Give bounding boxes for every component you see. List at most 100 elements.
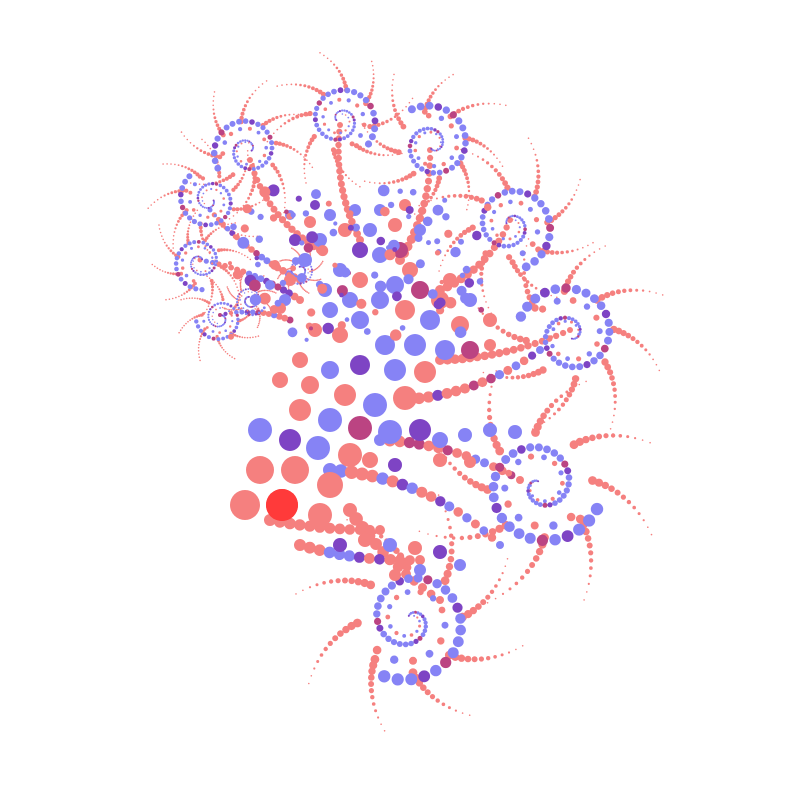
spiral-dot	[219, 218, 224, 223]
body-dot	[289, 399, 311, 421]
spiral-dot	[533, 217, 540, 223]
tentacle-dot	[477, 155, 479, 158]
arm-dot	[354, 524, 366, 535]
body-dot	[476, 278, 484, 285]
spiral-dot	[583, 514, 596, 527]
tentacle-dot	[258, 321, 261, 323]
tentacle-dot	[371, 64, 374, 67]
tentacle-dot	[201, 237, 205, 241]
spiral-dot	[513, 528, 525, 539]
tentacle-dot	[374, 709, 378, 713]
arm-dot	[337, 174, 344, 182]
spiral-dot	[479, 220, 486, 227]
spiral-dot	[190, 261, 193, 264]
spiral-dot	[593, 314, 600, 321]
spiral-dot	[492, 209, 497, 215]
spiral-dot	[257, 311, 261, 315]
tentacle-dot	[559, 394, 564, 399]
spiral-dot	[192, 182, 197, 187]
spiral-dot	[454, 134, 459, 140]
arm-dot	[335, 161, 343, 168]
spiral-dot	[498, 203, 503, 208]
spiral-dot	[517, 222, 520, 224]
body-dot	[340, 267, 351, 278]
tentacle-dot	[370, 695, 375, 700]
spiral-dot	[223, 124, 230, 131]
spiral-dot	[214, 255, 218, 259]
arm-dot	[284, 517, 296, 530]
spiral-dot	[391, 673, 404, 686]
tentacle-dot	[307, 292, 310, 294]
tentacle-dot	[263, 275, 265, 277]
arm-dot	[517, 344, 525, 352]
tentacle-dot	[467, 204, 469, 206]
tentacle-dot	[505, 376, 509, 379]
spiral-dot	[556, 490, 562, 495]
spiral-dot	[604, 318, 613, 327]
spiral-dot	[190, 267, 194, 270]
tentacle-dot	[510, 375, 515, 380]
tentacle-dot	[242, 318, 244, 321]
body-dot	[435, 340, 455, 360]
tentacle-dot	[372, 73, 375, 76]
spiral-dot	[371, 117, 379, 125]
tentacle-dot	[159, 231, 162, 234]
tentacle-dot	[195, 172, 200, 177]
body-dot	[333, 221, 338, 226]
spiral-dot	[211, 157, 219, 165]
tentacle-dot	[256, 326, 259, 329]
tentacle-dot	[333, 63, 336, 66]
spiral-dot	[523, 227, 527, 231]
spiral-dot	[543, 499, 547, 504]
spiral-dot	[556, 351, 561, 357]
spiral-dot	[298, 265, 301, 268]
tentacle-dot	[306, 291, 309, 293]
tentacle-dot	[448, 76, 450, 78]
tentacle-dot	[196, 297, 199, 300]
tentacle-dot	[311, 166, 314, 169]
arm-dot	[248, 246, 255, 253]
tentacle-dot	[196, 209, 199, 212]
tentacle-dot	[153, 201, 156, 203]
spiral-dot	[337, 137, 342, 142]
spiral-dot	[501, 237, 505, 241]
spiral-dot	[604, 336, 612, 345]
spiral-dot	[458, 154, 465, 161]
tentacle-dot	[582, 435, 590, 444]
spiral-dot	[249, 119, 255, 125]
tentacle-dot	[514, 581, 519, 586]
spiral-dot	[573, 523, 586, 536]
spiral-dot	[566, 512, 576, 522]
spiral-dot	[418, 624, 422, 628]
spiral-dot	[196, 255, 199, 258]
spiral-dot	[316, 100, 322, 106]
spiral-dot	[417, 128, 422, 133]
body-dot	[363, 328, 371, 335]
arm-dot	[487, 533, 497, 542]
spiral-dot	[447, 593, 458, 603]
tentacle-dot	[244, 235, 247, 237]
spiral-dot	[244, 312, 248, 316]
tentacle-dot	[231, 356, 233, 358]
body-dot	[352, 223, 360, 232]
spiral-dot	[211, 305, 214, 309]
tentacle-spike-layer	[147, 52, 664, 732]
body-dot	[408, 541, 422, 555]
tentacle-dot	[465, 227, 472, 233]
tentacle-dot	[522, 271, 526, 275]
body-dot	[444, 229, 453, 238]
spiral-dot	[419, 166, 425, 172]
tentacle-dot	[393, 73, 395, 76]
body-dot	[304, 337, 309, 342]
arm-dot	[263, 257, 271, 265]
spiral-dot	[207, 313, 210, 316]
spiral-dot	[208, 271, 211, 275]
tentacle-dot	[312, 279, 315, 282]
spiral-dot	[506, 254, 513, 261]
body-dot	[464, 456, 476, 468]
spiral-dot	[215, 308, 217, 311]
tentacle-dot	[391, 99, 395, 102]
arm-dot	[416, 486, 428, 498]
spiral-dot	[352, 125, 356, 129]
spiral-dot	[536, 534, 549, 547]
